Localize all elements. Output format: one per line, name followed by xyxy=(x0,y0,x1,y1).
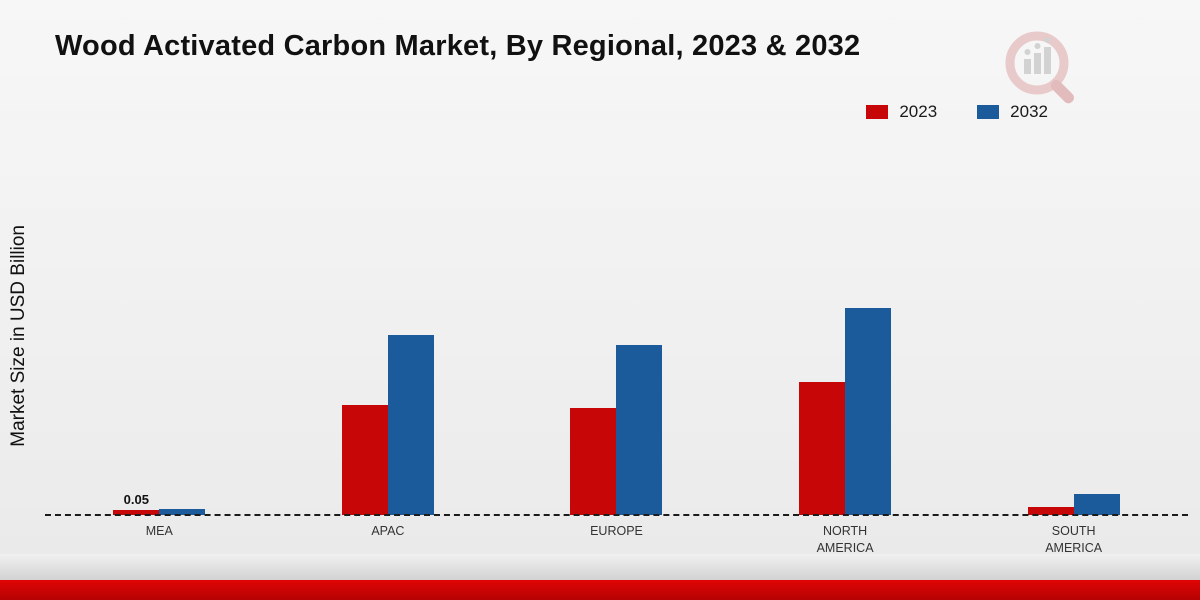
legend-label-2032: 2032 xyxy=(1010,102,1048,121)
legend-swatch-2023 xyxy=(866,105,889,119)
x-axis-tick-label-north-america: NORTH AMERICA xyxy=(816,524,874,555)
bar-value-label: 0.05 xyxy=(123,492,149,508)
x-axis-tick-label-apac: APAC xyxy=(371,524,405,538)
footer-divider xyxy=(0,554,1200,580)
bar-2032-apac xyxy=(387,335,434,515)
legend-swatch-2032 xyxy=(977,105,1000,119)
legend-item-2023: 2023 xyxy=(866,102,937,122)
x-axis-tick-label-europe: EUROPE xyxy=(590,524,643,538)
legend-item-2032: 2032 xyxy=(977,102,1048,122)
bar-2023-south-america xyxy=(1027,507,1074,515)
bar-2023-apac xyxy=(341,405,388,515)
bar-2032-south-america xyxy=(1073,494,1120,515)
bar-group-north-america: NORTH AMERICA xyxy=(731,100,960,555)
bar-group-south-america: SOUTH AMERICA xyxy=(959,100,1188,555)
bar-2023-mea xyxy=(113,510,160,515)
legend-label-2023: 2023 xyxy=(899,102,938,121)
bar-2032-mea xyxy=(159,509,206,515)
bar-2032-europe xyxy=(616,345,663,515)
x-axis-tick-label-mea: MEA xyxy=(145,524,173,538)
brand-logo-icon xyxy=(1000,28,1080,117)
bar-group-europe: EUROPE xyxy=(502,100,731,538)
bar-2032-north-america xyxy=(845,307,892,515)
plot-area: 0.05 MEA APAC EUROPE NORTH AMERICA SOUTH AMER… xyxy=(45,100,1188,555)
y-axis-label: Market Size in USD Billion xyxy=(8,225,29,447)
x-axis-tick-label-south-america: SOUTH AMERICA xyxy=(1045,524,1103,555)
chart-title: Wood Activated Carbon Market, By Regiona… xyxy=(55,30,861,62)
legend: 2023 2032 xyxy=(866,102,1048,122)
magnifier-chart-icon xyxy=(1005,31,1075,104)
bar-group-mea: 0.05 MEA xyxy=(45,100,274,538)
footer-bar xyxy=(0,580,1200,600)
bar-group-apac: APAC xyxy=(274,100,503,538)
bar-2023-europe xyxy=(570,408,617,515)
bar-2023-north-america xyxy=(799,381,846,515)
x-axis-line xyxy=(45,514,1188,516)
